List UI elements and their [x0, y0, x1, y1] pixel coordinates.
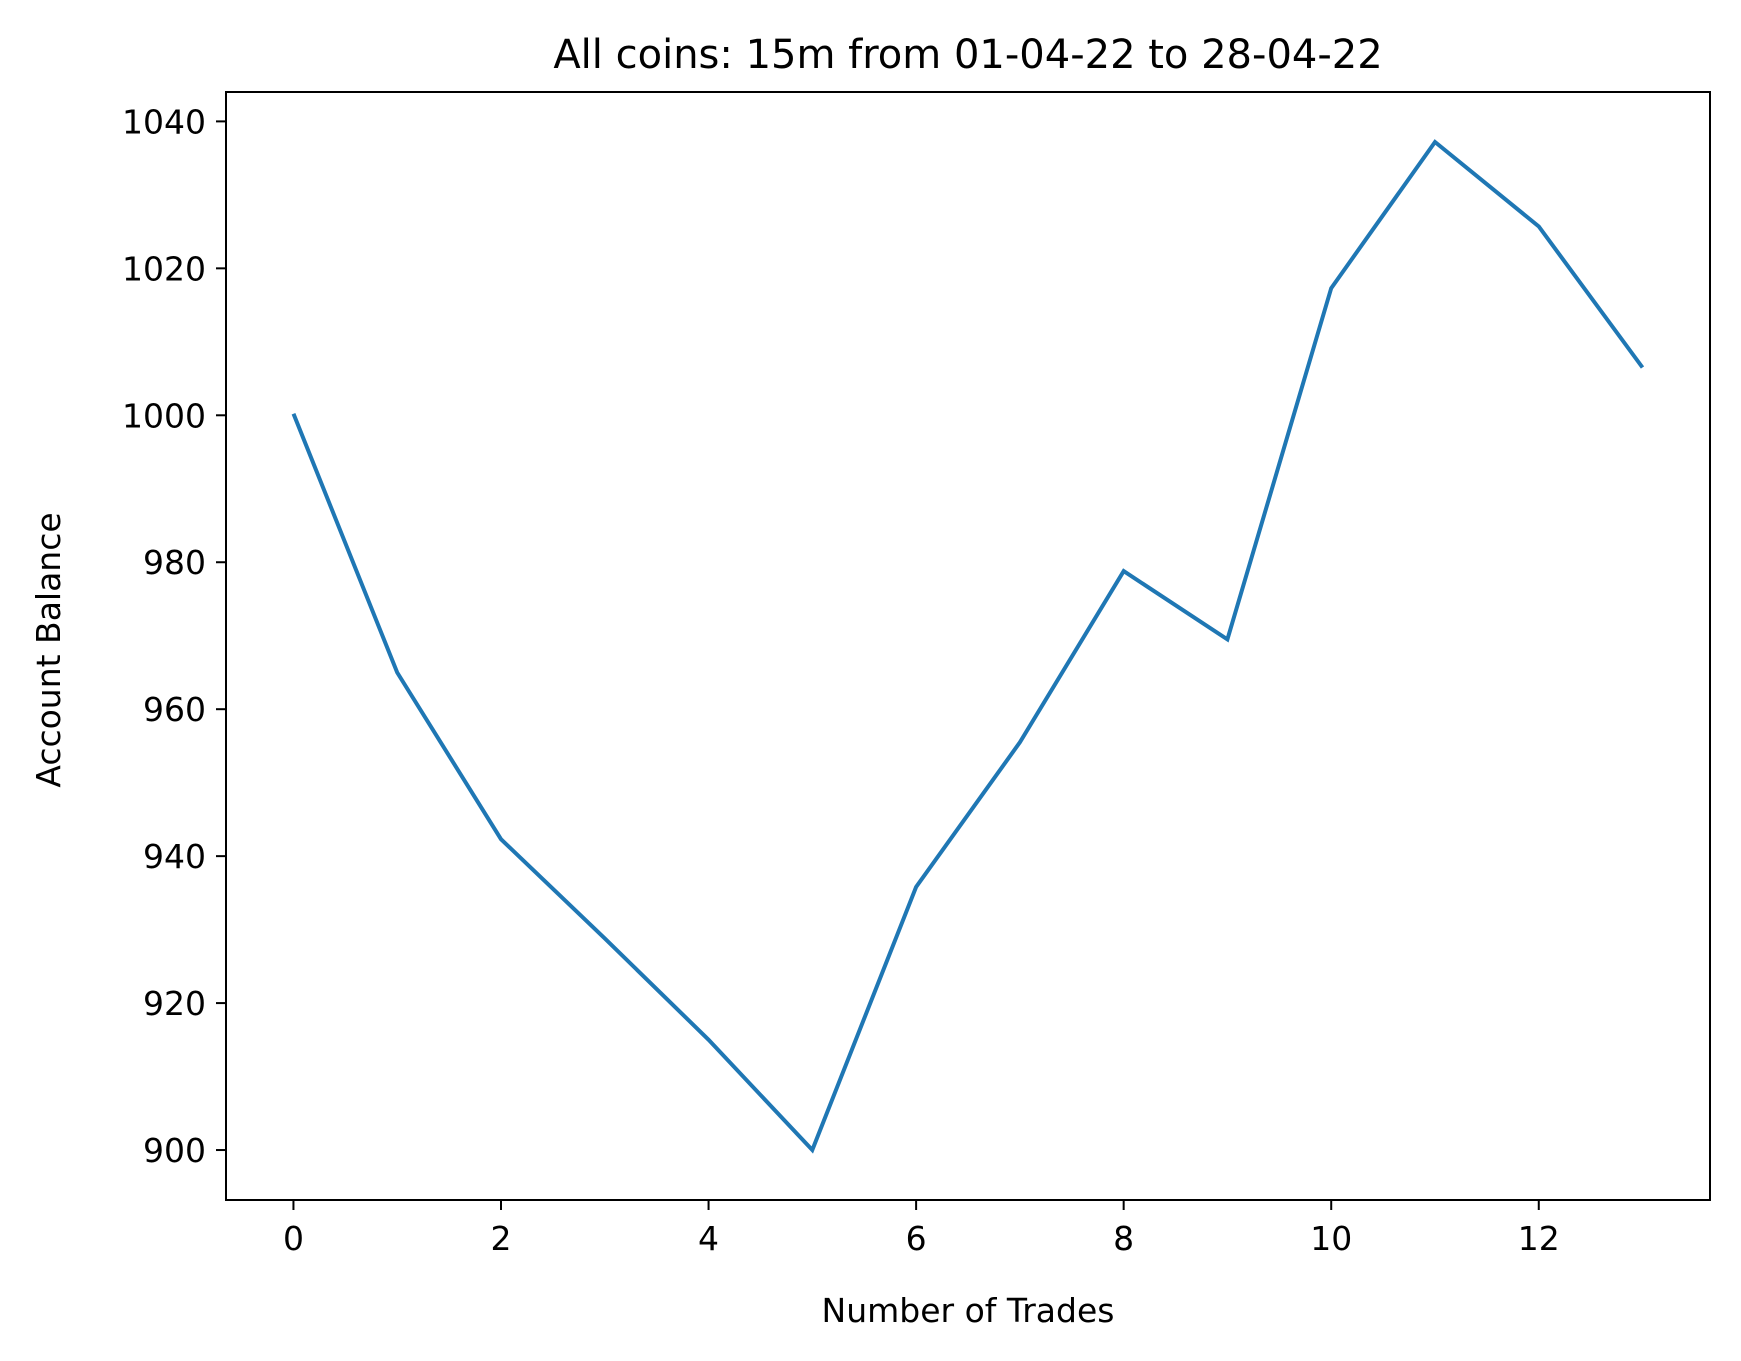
x-tick-label: 2	[491, 1219, 512, 1258]
y-tick-label: 900	[143, 1131, 206, 1170]
plot-area-frame	[225, 91, 1711, 1201]
x-tick-label: 0	[283, 1219, 304, 1258]
x-tick-label: 10	[1310, 1219, 1352, 1258]
y-tick-label: 940	[143, 837, 206, 876]
series-line-0	[291, 139, 1645, 1154]
y-tick-label: 1020	[122, 249, 206, 288]
series-layer	[291, 139, 1645, 1154]
chart-title: All coins: 15m from 01-04-22 to 28-04-22	[553, 32, 1382, 78]
y-tick-label: 1040	[122, 102, 206, 141]
x-tick-label: 8	[1113, 1219, 1134, 1258]
x-tick-label: 12	[1518, 1219, 1560, 1258]
x-tick-label: 6	[906, 1219, 927, 1258]
y-tick-label: 980	[143, 543, 206, 582]
y-tick-label: 920	[143, 984, 206, 1023]
x-axis-title: Number of Trades	[822, 1291, 1115, 1330]
y-axis-title: Account Balance	[29, 512, 68, 787]
x-tick-label: 4	[698, 1219, 719, 1258]
axis-ticks: 0 2 4 6 8 10 12 900 920 940 960 980 1000 1020 1040	[122, 102, 1560, 1258]
y-tick-label: 1000	[122, 396, 206, 435]
y-tick-label: 960	[143, 690, 206, 729]
